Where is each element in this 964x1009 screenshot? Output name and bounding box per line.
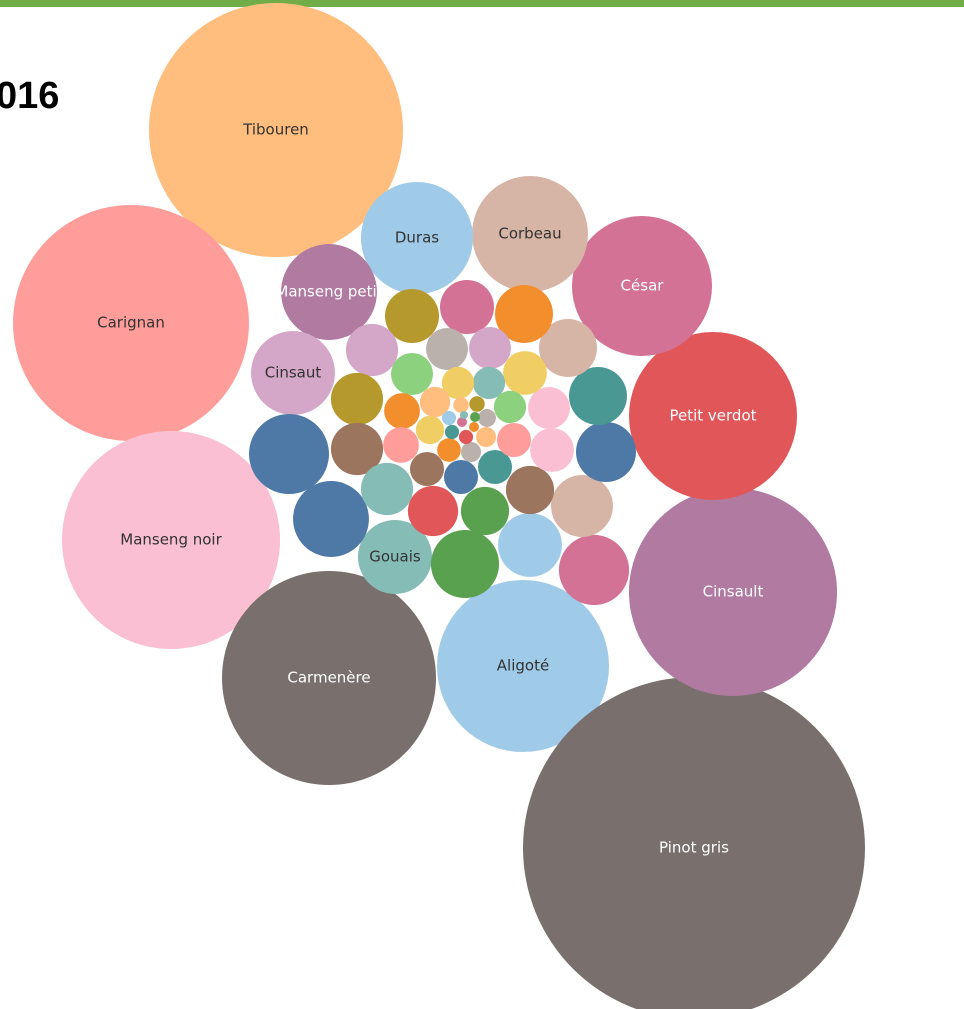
bubble: [469, 422, 479, 432]
bubble-label: Aligoté: [497, 657, 549, 675]
bubble: [539, 319, 597, 377]
bubble-label: Carignan: [97, 314, 165, 332]
bubble-label: Duras: [395, 229, 439, 247]
bubble: [391, 353, 433, 395]
bubble: [330, 372, 384, 426]
bubble: [551, 475, 613, 537]
bubble-label: Cinsaut: [265, 364, 322, 382]
bubble: [461, 442, 481, 462]
bubble: [360, 462, 414, 516]
bubble: [251, 331, 335, 415]
bubble: [495, 285, 553, 343]
bubble: [439, 279, 495, 335]
bubble: [460, 411, 468, 419]
bubble: [436, 579, 610, 753]
bubble: [453, 397, 469, 413]
bubble: [13, 205, 249, 441]
bubble: [330, 422, 384, 476]
bubble: [281, 244, 377, 340]
bubble: [478, 409, 496, 427]
bubble: [293, 481, 369, 557]
bubble: [407, 485, 459, 537]
bubble: [469, 396, 485, 412]
bubble: [572, 216, 712, 356]
bubble: [460, 486, 510, 536]
bubble-label: Petit verdot: [669, 407, 756, 425]
chart-title: 016: [0, 75, 59, 117]
bubble: [628, 331, 798, 501]
bubble: [409, 451, 445, 487]
bubble: [528, 387, 570, 429]
bubble: [576, 422, 636, 482]
bubble: [437, 438, 461, 462]
bubble: [384, 288, 440, 344]
bubble: [384, 393, 420, 429]
bubble-label: César: [621, 277, 665, 295]
bubble: [345, 323, 399, 377]
bubble: [415, 415, 445, 445]
bubble: [476, 427, 496, 447]
bubble-label: Cinsault: [703, 583, 764, 601]
bubble: [505, 465, 555, 515]
bubble: [430, 529, 500, 599]
bubble: [419, 386, 451, 418]
bubble: [628, 487, 838, 697]
bubble-label: Tibouren: [242, 121, 309, 139]
bubble: [493, 390, 527, 424]
top-bar: [0, 0, 964, 7]
bubble: [383, 427, 419, 463]
bubble: [472, 366, 506, 400]
bubble: [503, 351, 547, 395]
bubble: [558, 534, 630, 606]
bubble: [530, 428, 574, 472]
bubble: [457, 417, 467, 427]
bubble: [444, 424, 460, 440]
bubble: [477, 449, 513, 485]
bubble: [360, 181, 474, 295]
bubbles: Tibouren Carignan Manseng noir Carmenère Ali…: [13, 2, 865, 1009]
bubble: [441, 410, 457, 426]
bubble-label: Gouais: [369, 548, 421, 566]
bubble-label: Manseng noir: [120, 531, 222, 549]
bubble: [498, 513, 562, 577]
bubble: [496, 422, 532, 458]
bubble: [523, 677, 865, 1009]
bubble-label: Manseng petit: [275, 283, 382, 301]
bubble: [470, 412, 480, 422]
bubble: [221, 570, 437, 786]
bubble: [249, 414, 329, 494]
bubble: [469, 327, 511, 369]
bubble: [426, 328, 468, 370]
bubble: [458, 429, 474, 445]
bubble-label: Pinot gris: [659, 839, 729, 857]
bubble: [441, 366, 475, 400]
bubble: [472, 176, 588, 292]
bubble-label: Carmenère: [287, 669, 370, 687]
bubble: [443, 459, 479, 495]
bubble: [357, 519, 433, 595]
bubble: [148, 2, 404, 258]
bubble: [569, 367, 627, 425]
bubble: [62, 431, 280, 649]
bubble-label: Corbeau: [498, 225, 561, 243]
